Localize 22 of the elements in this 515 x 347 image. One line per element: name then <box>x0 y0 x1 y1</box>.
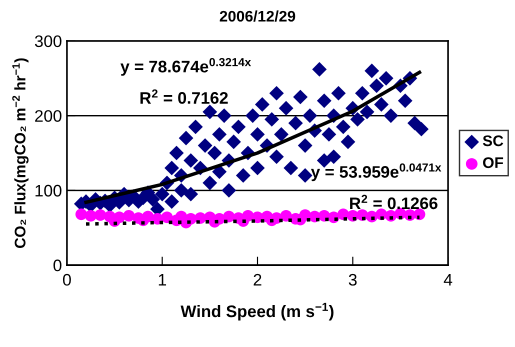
y-tick-label: 300 <box>34 35 62 48</box>
legend-label: OF <box>483 157 504 168</box>
point <box>84 210 97 222</box>
x-tick-label: 2 <box>254 274 262 286</box>
y-tick-label: 0 <box>53 260 62 272</box>
y-tick-label: 100 <box>36 184 62 197</box>
annotation: y = 53.959e$^{0.0471x}$ <box>310 163 442 182</box>
point <box>94 209 106 221</box>
x-tick-label: 3 <box>348 274 357 286</box>
annotation: R$^{2}$ = 0.7162 <box>140 89 228 104</box>
x-tick-label: 1 <box>158 274 166 286</box>
annotation: y = 78.674e$^{0.3214x}$ <box>120 58 252 76</box>
point <box>123 210 135 222</box>
point <box>75 208 88 220</box>
y-axis-title: CO₂ Flux(mgCO₂ m$^{−2}$ hr$^{−1}$) <box>12 58 29 248</box>
annotation: R$^{2}$ = 0.1266 <box>350 194 438 210</box>
x-tick-label: 4 <box>444 274 452 286</box>
y-tick-label: 200 <box>35 110 62 122</box>
x-axis-title: Wind Speed (m s$^{−1}$) <box>180 302 334 321</box>
chart-title: 2006/12/29 <box>220 10 296 22</box>
legend-label: SC <box>482 135 504 146</box>
x-tick-label: 0 <box>62 274 71 286</box>
